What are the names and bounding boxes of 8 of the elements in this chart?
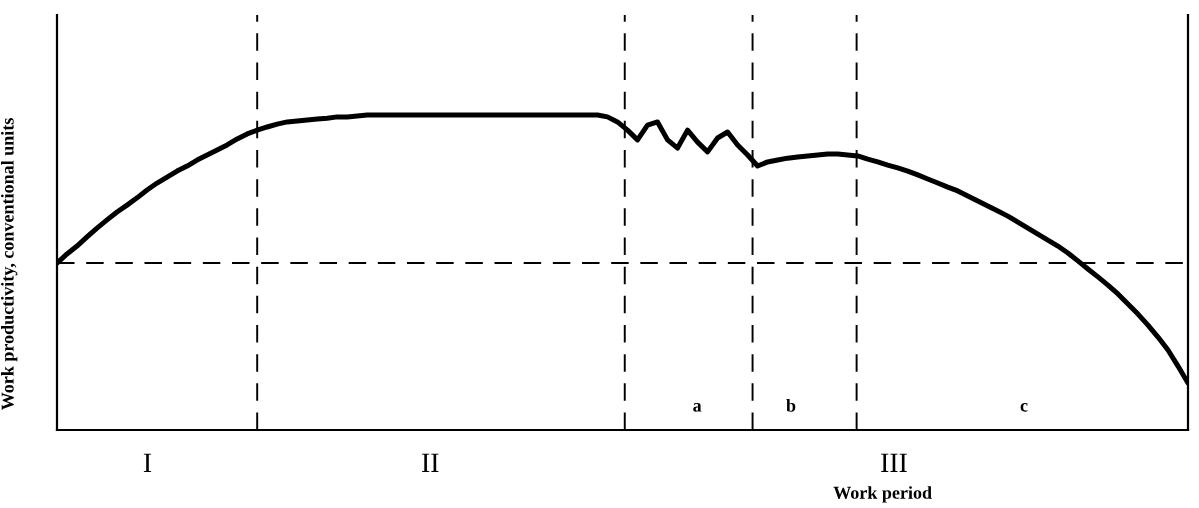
annotation: a — [693, 403, 702, 412]
text: I — [143, 453, 152, 472]
text: III — [881, 453, 907, 472]
annotation: b — [786, 398, 796, 412]
text: II — [421, 453, 439, 472]
annotation: c — [1020, 403, 1028, 412]
y-axis-title: Work productivity, conventional units — [0, 118, 18, 411]
x-axis-title: Work period — [833, 486, 932, 503]
